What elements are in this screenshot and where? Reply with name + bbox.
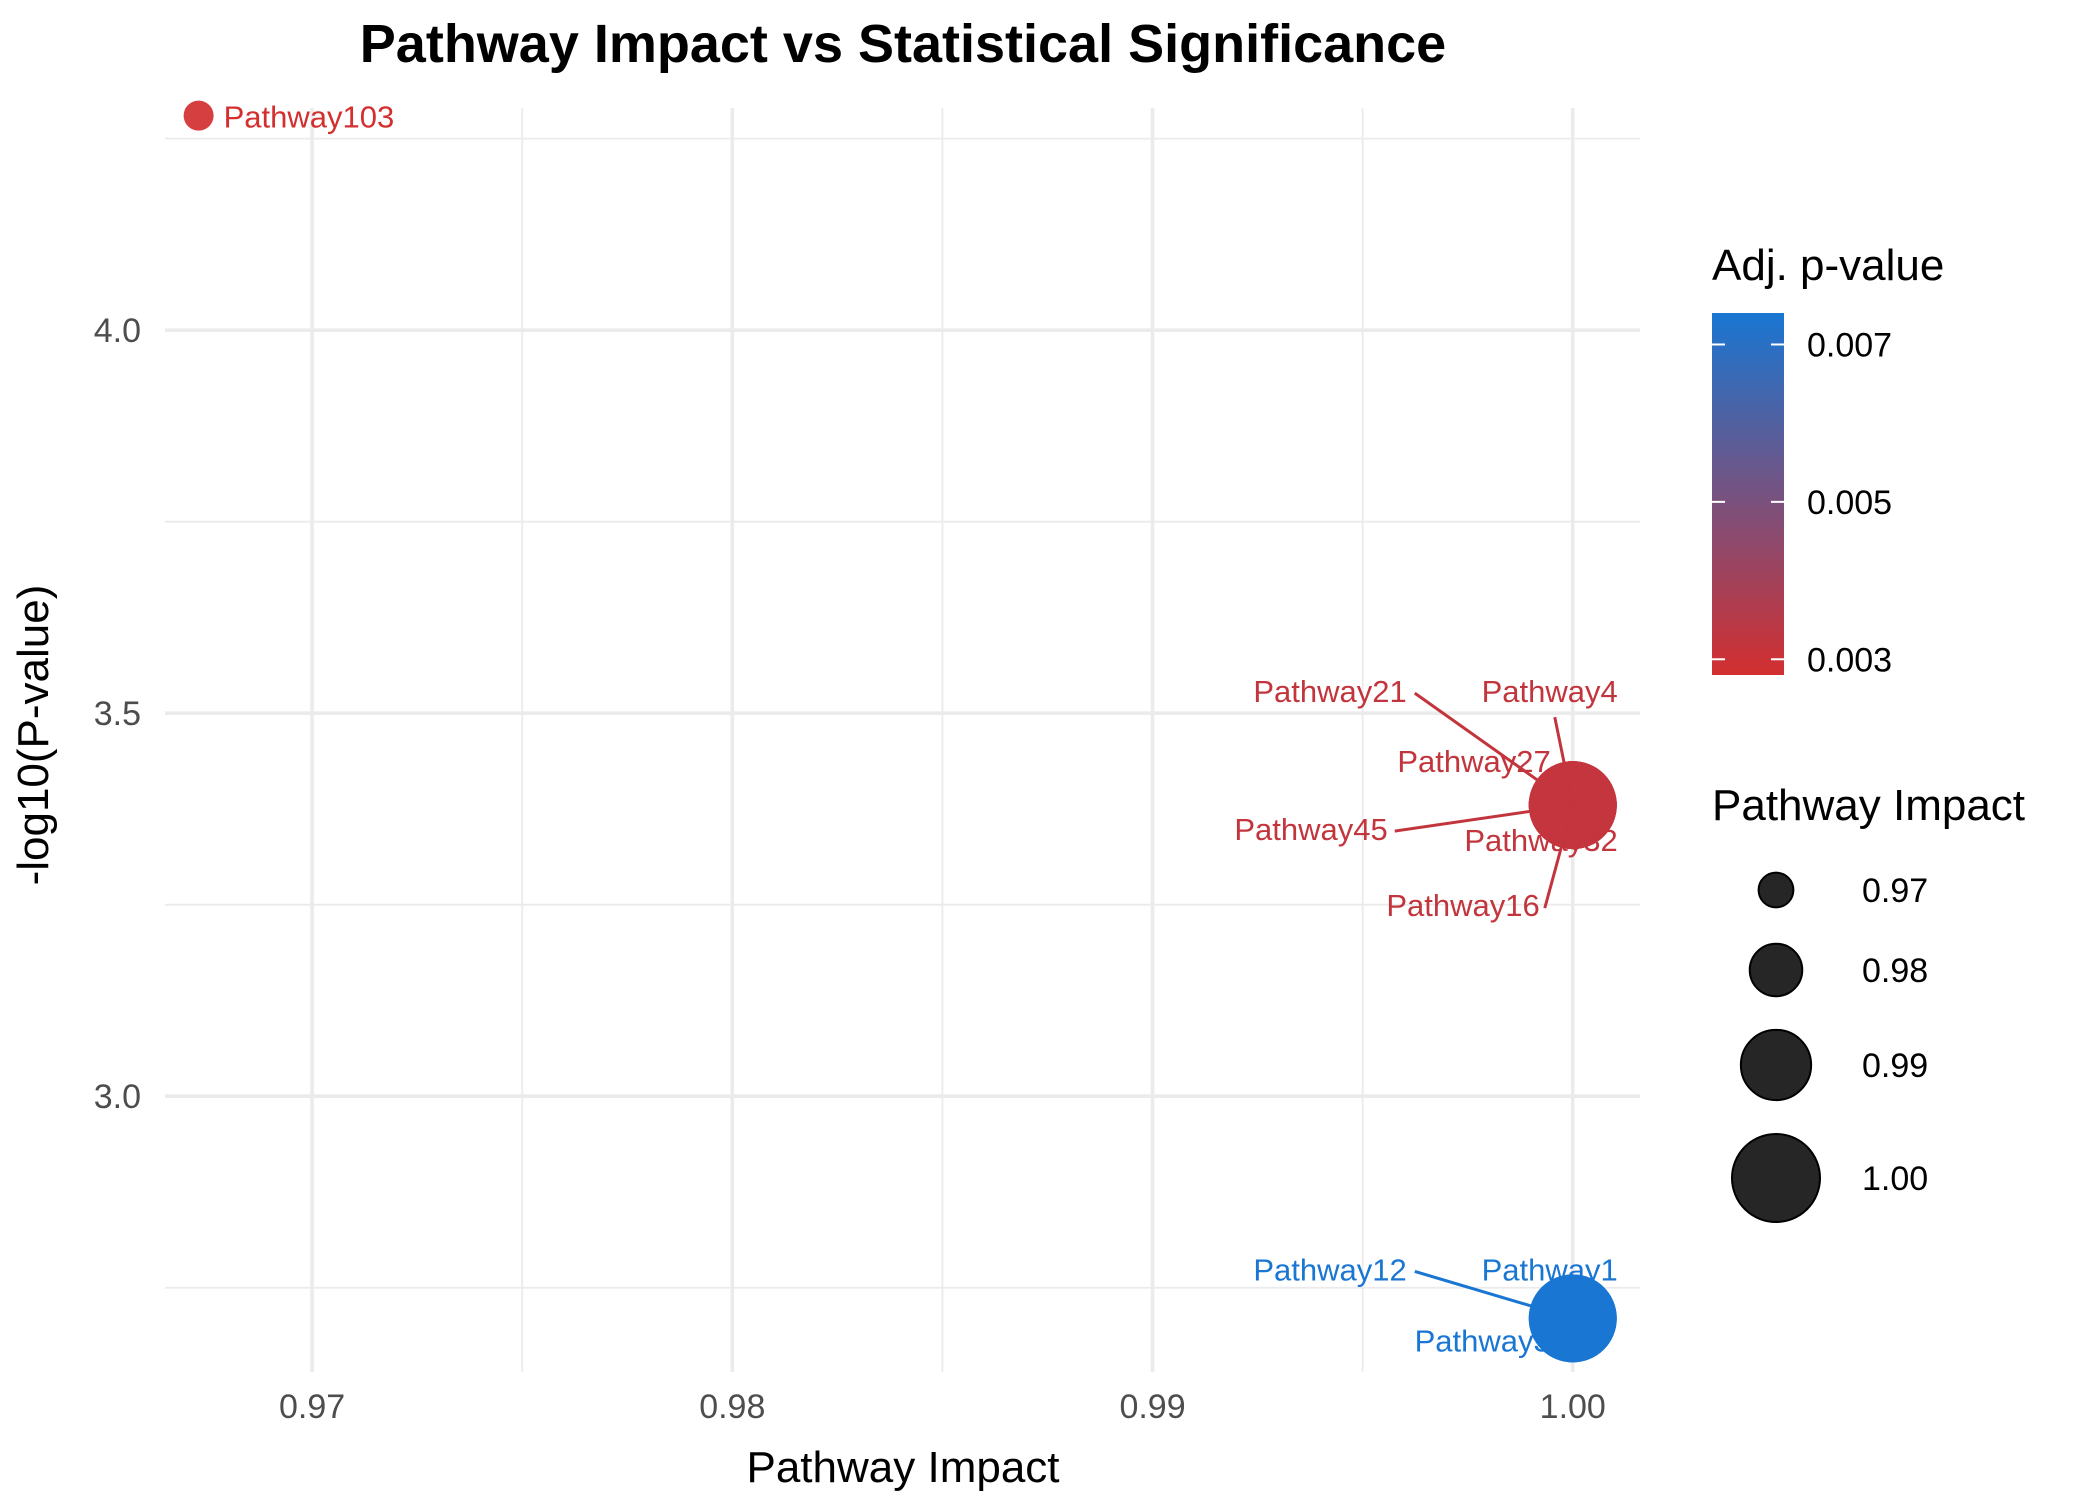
point-label: Pathway45 [1234, 812, 1387, 847]
size-legend-label: 0.97 [1862, 872, 1928, 910]
color-legend-title: Adj. p-value [1712, 241, 1944, 290]
x-tick-label: 0.98 [699, 1388, 765, 1426]
color-bar [1712, 313, 1784, 675]
size-legend-label: 0.98 [1862, 952, 1928, 990]
y-tick-label: 3.0 [94, 1078, 141, 1116]
size-legend-symbol [1739, 1028, 1813, 1102]
size-legend: Pathway Impact 0.97 0.98 0.99 1.00 [1712, 781, 2025, 1223]
chart-title: Pathway Impact vs Statistical Significan… [360, 14, 1446, 74]
color-legend-label: 0.005 [1807, 484, 1892, 522]
color-legend-label: 0.007 [1807, 326, 1892, 364]
size-legend-title: Pathway Impact [1712, 781, 2025, 830]
data-point [183, 100, 214, 131]
x-tick-label: 0.97 [279, 1388, 345, 1426]
point-label: Pathway4 [1482, 674, 1618, 709]
y-axis-title: -log10(P-value) [9, 585, 58, 886]
y-axis-ticks: 3.0 3.5 4.0 [94, 312, 141, 1116]
color-legend-label: 0.003 [1807, 641, 1892, 679]
point-label: Pathway1 [1482, 1252, 1618, 1287]
grid [165, 108, 1640, 1372]
point-label: Pathway27 [1397, 744, 1550, 779]
y-tick-label: 3.5 [94, 695, 141, 733]
point-label: Pathway3 [1415, 1323, 1551, 1358]
data-point [1528, 761, 1617, 850]
y-tick-label: 4.0 [94, 312, 141, 350]
size-legend-symbol [1757, 871, 1795, 909]
point-label: Pathway32 [1464, 823, 1617, 858]
size-legend-label: 0.99 [1862, 1047, 1928, 1085]
size-legend-symbol [1731, 1133, 1821, 1223]
point-label: Pathway16 [1386, 888, 1539, 923]
data-point [1528, 1274, 1617, 1363]
color-legend: Adj. p-value 0.003 0.005 0.007 [1712, 241, 1944, 679]
x-tick-label: 1.00 [1540, 1388, 1606, 1426]
x-tick-label: 0.99 [1119, 1388, 1185, 1426]
x-axis-title: Pathway Impact [746, 1443, 1059, 1492]
size-legend-symbol [1748, 942, 1804, 998]
point-label: Pathway12 [1253, 1252, 1406, 1287]
data-points [183, 100, 1617, 1363]
x-axis-ticks: 0.97 0.98 0.99 1.00 [279, 1388, 1606, 1426]
size-legend-label: 1.00 [1862, 1160, 1928, 1198]
point-label: Pathway103 [224, 100, 395, 135]
point-labels: Pathway103 Pathway4 Pathway21 Pathway27 Path… [224, 100, 1618, 1359]
point-label: Pathway21 [1253, 674, 1406, 709]
